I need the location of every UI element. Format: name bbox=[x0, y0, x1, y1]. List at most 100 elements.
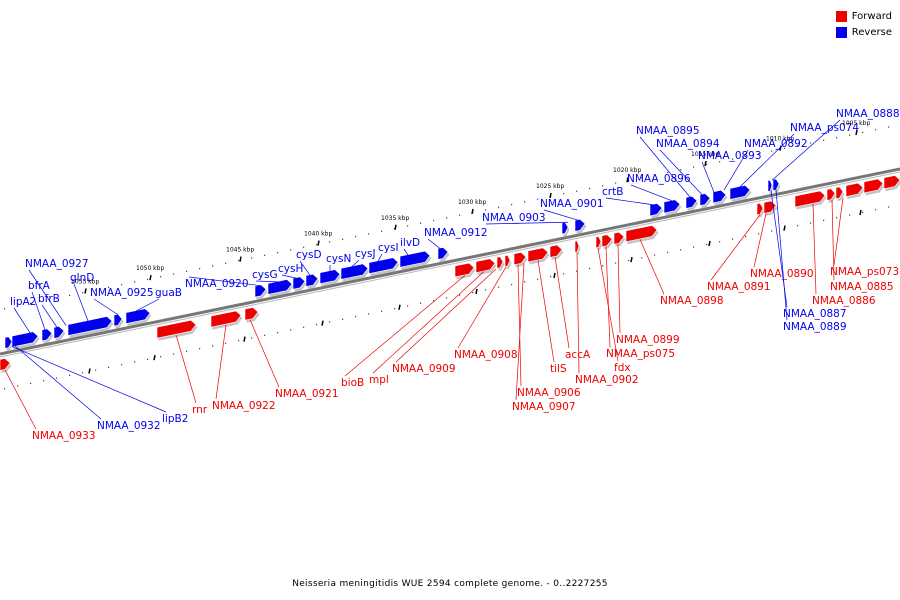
reverse-gene[interactable] bbox=[41, 328, 53, 342]
gene-label[interactable]: NMAA_0925 bbox=[90, 287, 154, 299]
gene-label[interactable]: accA bbox=[565, 349, 591, 361]
forward-gene[interactable] bbox=[625, 225, 658, 243]
gene-label[interactable]: NMAA_0920 bbox=[185, 278, 249, 290]
forward-gene[interactable] bbox=[454, 262, 475, 278]
gene-label[interactable]: NMAA_0892 bbox=[744, 138, 808, 150]
forward-gene[interactable] bbox=[613, 231, 625, 245]
reverse-gene[interactable] bbox=[772, 178, 780, 191]
gene-label[interactable]: bfrA bbox=[28, 280, 51, 292]
gene-label[interactable]: glnD bbox=[70, 272, 94, 284]
gene-label[interactable]: NMAA_0893 bbox=[698, 150, 762, 162]
gene-label[interactable]: NMAA_0906 bbox=[517, 387, 581, 399]
reverse-gene[interactable] bbox=[399, 250, 431, 268]
gene-label[interactable]: NMAA_0890 bbox=[750, 268, 814, 280]
gene-label[interactable]: cysN bbox=[326, 253, 351, 265]
gene-label[interactable]: lipB2 bbox=[162, 413, 188, 425]
forward-gene[interactable] bbox=[883, 175, 900, 190]
reverse-gene[interactable] bbox=[685, 195, 698, 209]
reverse-gene[interactable] bbox=[67, 316, 113, 336]
gene-label[interactable]: NMAA_0899 bbox=[616, 334, 680, 346]
reverse-gene[interactable] bbox=[125, 308, 151, 324]
gene-label[interactable]: NMAA_ps073 bbox=[830, 266, 899, 278]
gene-label[interactable]: NMAA_0909 bbox=[392, 363, 456, 375]
gene-label[interactable]: cysG bbox=[252, 269, 278, 281]
gene-label[interactable]: cysJ bbox=[355, 248, 376, 260]
gene-label[interactable]: mpl bbox=[369, 374, 389, 386]
reverse-gene[interactable] bbox=[53, 326, 65, 339]
reverse-gene[interactable] bbox=[368, 257, 399, 275]
forward-gene[interactable] bbox=[210, 310, 242, 328]
reverse-gene[interactable] bbox=[267, 279, 293, 295]
forward-gene[interactable] bbox=[835, 186, 844, 199]
forward-gene[interactable] bbox=[794, 190, 826, 208]
gene-label[interactable]: bioB bbox=[341, 377, 364, 389]
reverse-gene[interactable] bbox=[729, 185, 751, 200]
reverse-gene[interactable] bbox=[305, 273, 319, 287]
forward-gene[interactable] bbox=[574, 240, 580, 253]
gene-label[interactable]: NMAA_0901 bbox=[540, 198, 604, 210]
gene-label[interactable]: NMAA_0891 bbox=[707, 281, 771, 293]
forward-gene[interactable] bbox=[845, 182, 864, 197]
forward-gene[interactable] bbox=[475, 258, 496, 274]
forward-gene[interactable] bbox=[513, 252, 527, 266]
reverse-gene[interactable] bbox=[712, 189, 727, 204]
forward-gene[interactable] bbox=[527, 247, 549, 263]
reverse-gene[interactable] bbox=[437, 247, 449, 260]
forward-gene[interactable] bbox=[244, 307, 259, 321]
reverse-gene[interactable] bbox=[767, 179, 773, 192]
reverse-gene[interactable] bbox=[699, 193, 711, 206]
gene-label[interactable]: NMAA_0921 bbox=[275, 388, 339, 400]
gene-label[interactable]: bfrB bbox=[38, 293, 60, 305]
gene-label[interactable]: NMAA_0933 bbox=[32, 430, 96, 442]
gene-label[interactable]: NMAA_0903 bbox=[482, 212, 546, 224]
reverse-gene[interactable] bbox=[292, 276, 306, 290]
gene-label[interactable]: NMAA_0888 bbox=[836, 108, 900, 120]
forward-gene[interactable] bbox=[601, 234, 613, 248]
gene-label[interactable]: NMAA_0895 bbox=[636, 125, 700, 137]
gene-label[interactable]: NMAA_0898 bbox=[660, 295, 724, 307]
gene-label[interactable]: rnr bbox=[192, 404, 208, 416]
gene-label[interactable]: NMAA_0896 bbox=[627, 173, 691, 185]
forward-gene[interactable] bbox=[156, 319, 197, 339]
gene-label[interactable]: cysH bbox=[278, 263, 303, 275]
gene-label[interactable]: NMAA_0932 bbox=[97, 420, 161, 432]
gene-label[interactable]: NMAA_0886 bbox=[812, 295, 876, 307]
gene-label[interactable]: tilS bbox=[550, 363, 567, 375]
forward-gene[interactable] bbox=[756, 202, 764, 216]
reverse-gene[interactable] bbox=[663, 199, 681, 214]
gene-label[interactable]: crtB bbox=[602, 186, 623, 198]
gene-label[interactable]: ilvD bbox=[400, 237, 420, 249]
gene-label[interactable]: NMAA_0885 bbox=[830, 281, 894, 293]
gene-label[interactable]: guaB bbox=[155, 287, 182, 299]
gene-label[interactable]: NMAA_0889 bbox=[783, 321, 847, 333]
gene-label[interactable]: NMAA_ps074 bbox=[790, 122, 859, 134]
forward-gene[interactable] bbox=[863, 178, 884, 194]
gene-label[interactable]: NMAA_0912 bbox=[424, 227, 488, 239]
legend-reverse-label: Reverse bbox=[851, 26, 892, 38]
gene-label[interactable]: NMAA_0887 bbox=[783, 308, 847, 320]
forward-gene[interactable] bbox=[496, 256, 504, 269]
gene-label[interactable]: NMAA_ps075 bbox=[606, 348, 675, 360]
gene-label[interactable]: fdx bbox=[614, 362, 631, 374]
gene-label[interactable]: NMAA_0894 bbox=[656, 138, 720, 150]
forward-gene[interactable] bbox=[826, 188, 836, 201]
reverse-gene[interactable] bbox=[574, 218, 586, 232]
gene-label[interactable]: NMAA_0908 bbox=[454, 349, 518, 361]
forward-gene[interactable] bbox=[549, 244, 563, 258]
gene-label[interactable]: lipA2 bbox=[10, 296, 36, 308]
gene-label[interactable]: cysD bbox=[296, 249, 322, 261]
gene-label[interactable]: cysI bbox=[378, 242, 399, 254]
gene-label[interactable]: NMAA_0922 bbox=[212, 400, 276, 412]
reverse-gene[interactable] bbox=[4, 336, 13, 349]
gene-label[interactable]: NMAA_0907 bbox=[512, 401, 576, 413]
reverse-gene[interactable] bbox=[340, 263, 369, 280]
reverse-gene[interactable] bbox=[254, 284, 267, 298]
forward-gene[interactable] bbox=[504, 254, 511, 268]
forward-gene[interactable] bbox=[595, 236, 602, 249]
reverse-gene[interactable] bbox=[649, 203, 663, 217]
reverse-gene[interactable] bbox=[319, 269, 341, 285]
gene-label[interactable]: NMAA_0927 bbox=[25, 258, 89, 270]
gene-label[interactable]: NMAA_0902 bbox=[575, 374, 639, 386]
scale-dot bbox=[303, 326, 305, 328]
forward-gene[interactable] bbox=[0, 358, 11, 371]
